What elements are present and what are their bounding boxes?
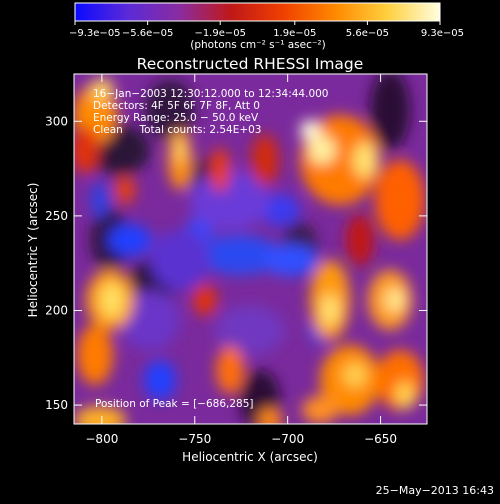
heatmap-image xyxy=(74,74,427,424)
peak-position-label: Position of Peak = [−686,285] xyxy=(95,398,254,410)
colorbar-tick-label: 1.9e−05 xyxy=(273,28,316,39)
colorbar xyxy=(74,2,441,22)
y-tick-label: 150 xyxy=(45,398,68,412)
timestamp: 25−May−2013 16:43 xyxy=(375,484,494,497)
colorbar-ticks: −9.3e−05 −5.6e−05 −1.9e−05 1.9e−05 5.6e−05 9.… xyxy=(69,21,464,39)
annotation-time: 16−Jan−2003 12:30:12.000 to 12:34:44.000 xyxy=(93,88,329,100)
annotation-clean: Clean Total counts: 2.54E+03 xyxy=(93,124,262,136)
x-tick-label: −650 xyxy=(364,432,397,446)
y-tick-label: 250 xyxy=(45,209,68,223)
x-axis-label: Heliocentric X (arcsec) xyxy=(182,450,318,464)
x-tick-label: −700 xyxy=(271,432,304,446)
x-tick-label: −800 xyxy=(85,432,118,446)
colorbar-tick-label: 5.6e−05 xyxy=(346,28,389,39)
y-tick-label: 300 xyxy=(45,114,68,128)
axis-ticks: −800 −750 −700 −650 150 200 250 300 xyxy=(45,74,427,446)
plot-frame xyxy=(73,73,428,425)
chart-title: Reconstructed RHESSI Image xyxy=(137,55,364,73)
colorbar-tick-label: 9.3e−05 xyxy=(421,28,464,39)
colorbar-tick-label: −5.6e−05 xyxy=(122,28,174,39)
colorbar-tick-label: −9.3e−05 xyxy=(69,28,121,39)
x-tick-label: −750 xyxy=(178,432,211,446)
annotation-block: 16−Jan−2003 12:30:12.000 to 12:34:44.000… xyxy=(93,88,329,136)
colorbar-tick-label: −1.9e−05 xyxy=(194,28,246,39)
y-axis-label: Heliocentric Y (arcsec) xyxy=(26,183,40,318)
colorbar-unit-label: (photons cm⁻² s⁻¹ asec⁻²) xyxy=(190,39,325,51)
y-tick-label: 200 xyxy=(45,303,68,317)
annotation-energy: Energy Range: 25.0 − 50.0 keV xyxy=(93,112,259,124)
annotation-detectors: Detectors: 4F 5F 6F 7F 8F, Att 0 xyxy=(93,100,260,112)
